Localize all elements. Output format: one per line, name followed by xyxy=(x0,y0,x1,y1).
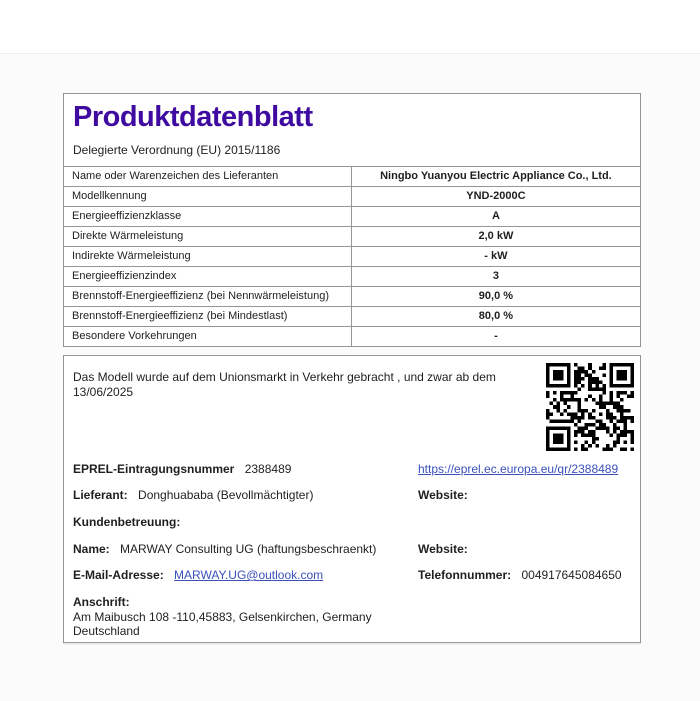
address-line-1: Am Maibusch 108 -110,45883, Gelsenkirche… xyxy=(73,610,372,624)
row-value: 90,0 % xyxy=(350,287,640,306)
table-row: Modellkennung YND-2000C xyxy=(64,186,640,206)
table-row: Energieeffizienzklasse A xyxy=(64,206,640,226)
row-value: Ningbo Yuanyou Electric Appliance Co., L… xyxy=(350,167,640,186)
eprel-number: 2388489 xyxy=(244,462,292,476)
table-row: Energieeffizienzindex 3 xyxy=(64,266,640,286)
row-label: Besondere Vorkehrungen xyxy=(72,330,197,342)
qr-code-icon xyxy=(546,363,634,451)
name-row: Name: MARWAY Consulting UG (haftungsbesc… xyxy=(73,542,376,556)
table-row: Besondere Vorkehrungen - xyxy=(64,326,640,346)
row-label: Direkte Wärmeleistung xyxy=(72,230,184,242)
website-row-1: Website: xyxy=(418,488,468,502)
datasheet-box: Produktdatenblatt Delegierte Verordnung … xyxy=(63,93,641,347)
row-value: 2,0 kW xyxy=(350,227,640,246)
lieferant-row: Lieferant: Donghuababa (Bevollmächtigter… xyxy=(73,488,313,502)
page-title: Produktdatenblatt xyxy=(73,101,313,133)
eprel-row: EPREL-Eintragungsnummer 2388489 xyxy=(73,462,291,476)
website-label: Website: xyxy=(418,488,468,502)
table-row: Brennstoff-Energieeffizienz (bei Nennwär… xyxy=(64,286,640,306)
email-link[interactable]: MARWAY.UG@outlook.com xyxy=(174,568,324,582)
eprel-link[interactable]: https://eprel.ec.europa.eu/qr/2388489 xyxy=(418,462,619,476)
anschrift-row: Anschrift: xyxy=(73,595,130,609)
email-row: E-Mail-Adresse: MARWAY.UG@outlook.com xyxy=(73,568,323,582)
row-label: Brennstoff-Energieeffizienz (bei Nennwär… xyxy=(72,290,330,302)
spec-table: Name oder Warenzeichen des Lieferanten N… xyxy=(64,166,640,346)
row-label: Modellkennung xyxy=(72,190,147,202)
website-row-2: Website: xyxy=(418,542,468,556)
row-label: Name oder Warenzeichen des Lieferanten xyxy=(72,170,279,182)
row-value: 3 xyxy=(350,267,640,286)
regulation-subtitle: Delegierte Verordnung (EU) 2015/1186 xyxy=(73,143,281,157)
telefon-label: Telefonnummer: xyxy=(418,568,512,582)
email-label: E-Mail-Adresse: xyxy=(73,568,164,582)
table-row: Direkte Wärmeleistung 2,0 kW xyxy=(64,226,640,246)
table-row: Name oder Warenzeichen des Lieferanten N… xyxy=(64,166,640,186)
kundenbetreuung-label: Kundenbetreuung: xyxy=(73,515,181,529)
row-value: - xyxy=(350,327,640,346)
eprel-link-row: https://eprel.ec.europa.eu/qr/2388489 xyxy=(418,462,618,476)
row-label: Energieeffizienzklasse xyxy=(72,210,182,222)
eprel-label: EPREL-Eintragungsnummer xyxy=(73,462,235,476)
website-label: Website: xyxy=(418,542,468,556)
market-statement: Das Modell wurde auf dem Unionsmarkt in … xyxy=(73,370,496,399)
anschrift-label: Anschrift: xyxy=(73,595,130,609)
row-value: - kW xyxy=(350,247,640,266)
lieferant-label: Lieferant: xyxy=(73,488,128,502)
table-row: Brennstoff-Energieeffizienz (bei Mindest… xyxy=(64,306,640,326)
row-label: Indirekte Wärmeleistung xyxy=(72,250,191,262)
row-value: 80,0 % xyxy=(350,307,640,326)
row-label: Energieeffizienzindex xyxy=(72,270,177,282)
name-value: MARWAY Consulting UG (haftungsbeschraenk… xyxy=(120,542,377,556)
lieferant-value: Donghuababa (Bevollmächtigter) xyxy=(138,488,314,502)
name-label: Name: xyxy=(73,542,110,556)
telefon-row: Telefonnummer: 004917645084650 xyxy=(418,568,622,582)
row-value: YND-2000C xyxy=(350,187,640,206)
kundenbetreuung-row: Kundenbetreuung: xyxy=(73,515,180,529)
row-value: A xyxy=(350,207,640,226)
market-info-box: Das Modell wurde auf dem Unionsmarkt in … xyxy=(63,355,641,643)
table-row: Indirekte Wärmeleistung - kW xyxy=(64,246,640,266)
address-line-2: Deutschland xyxy=(73,624,140,638)
telefon-value: 004917645084650 xyxy=(521,568,622,582)
row-label: Brennstoff-Energieeffizienz (bei Mindest… xyxy=(72,310,288,322)
